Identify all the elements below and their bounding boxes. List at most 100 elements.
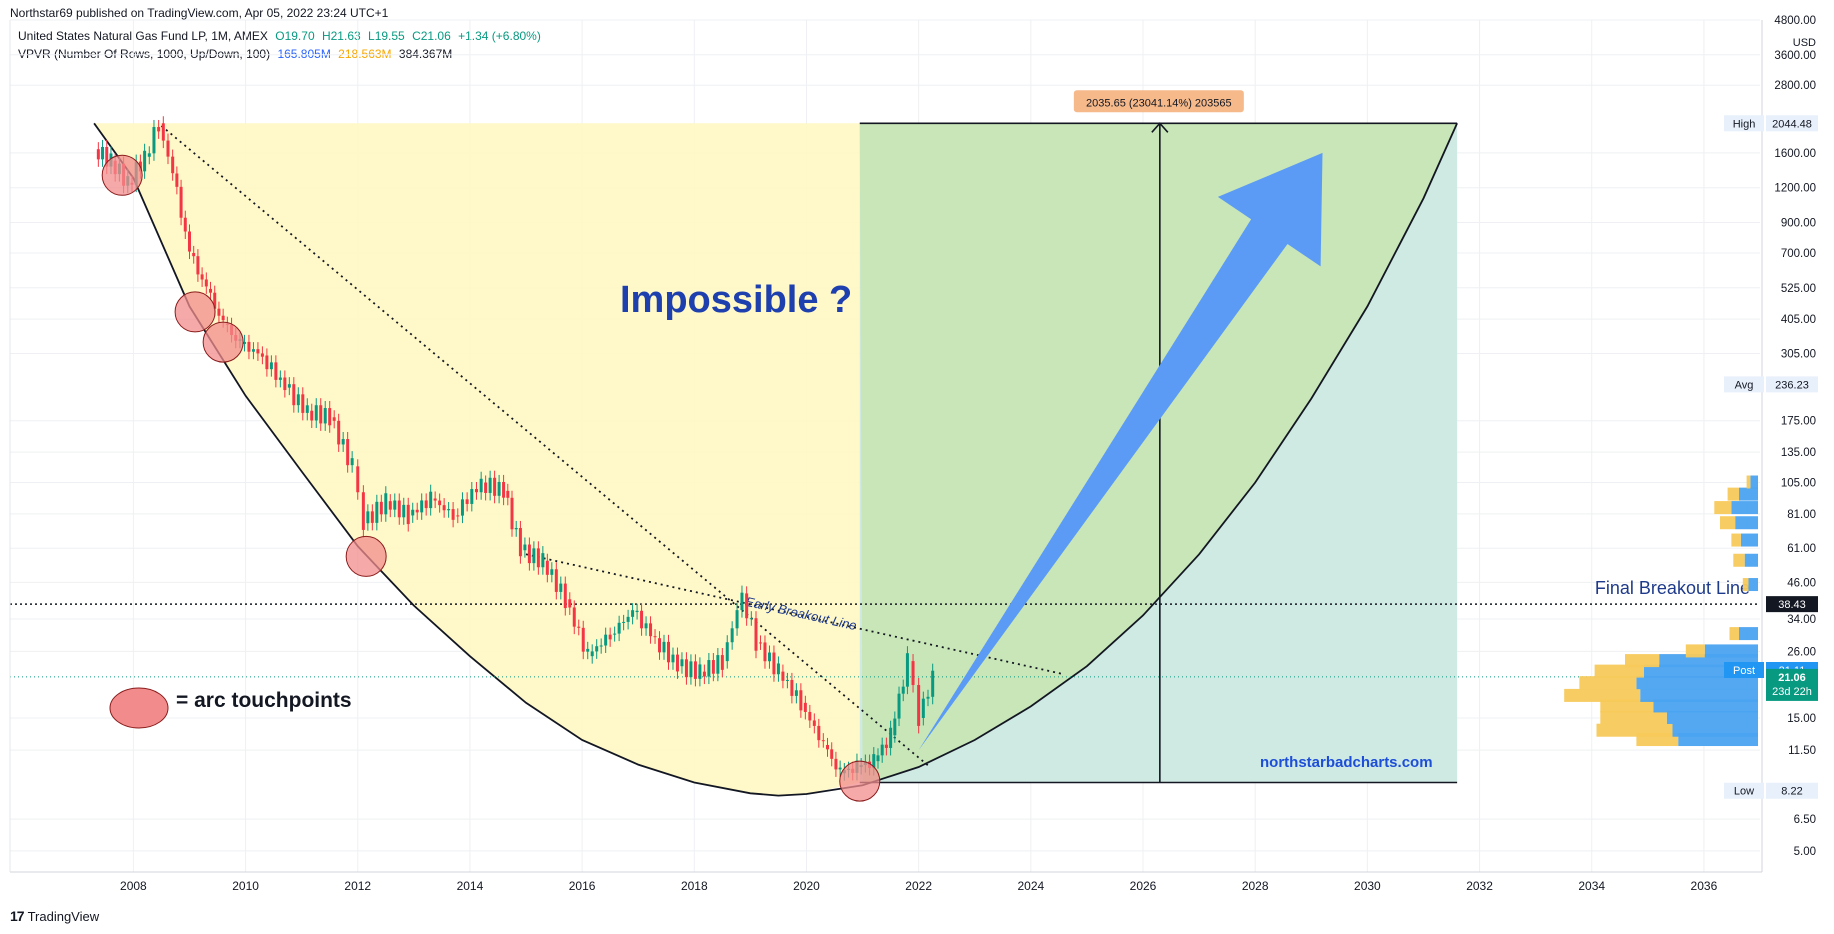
candle-body bbox=[716, 655, 720, 674]
volume-profile-down bbox=[1733, 553, 1745, 567]
candle-body bbox=[350, 458, 354, 466]
candle-body bbox=[527, 544, 531, 564]
y-tick-label: 2800.00 bbox=[1774, 80, 1816, 92]
y-tick-label: 1600.00 bbox=[1774, 148, 1816, 160]
candle-body bbox=[278, 377, 282, 380]
x-tick-label: 2022 bbox=[905, 879, 932, 893]
candle-body bbox=[213, 292, 217, 309]
legend-touch-icon bbox=[109, 687, 169, 729]
footer-brand[interactable]: 17 TradingView bbox=[10, 908, 99, 924]
volume-profile-up bbox=[1704, 644, 1758, 658]
candle-body bbox=[790, 679, 794, 696]
candle-body bbox=[161, 123, 165, 141]
candle-body bbox=[260, 353, 264, 357]
candle-body bbox=[370, 511, 374, 523]
y-tick-label: 26.00 bbox=[1787, 646, 1816, 658]
candle-body bbox=[622, 621, 626, 623]
candle-body bbox=[613, 633, 617, 635]
vpvr-down: 218.563M bbox=[338, 47, 392, 61]
candle-body bbox=[192, 252, 196, 257]
candle-body bbox=[649, 623, 653, 637]
candle-body bbox=[577, 626, 581, 628]
candle-body bbox=[658, 638, 662, 653]
candle-body bbox=[456, 515, 460, 517]
candle-body bbox=[183, 217, 187, 232]
candle-body bbox=[803, 702, 807, 712]
candle-body bbox=[319, 405, 323, 424]
target-arrow bbox=[918, 152, 1323, 751]
candle-body bbox=[209, 288, 213, 293]
volume-profile-down bbox=[1729, 627, 1739, 641]
candle-body bbox=[767, 652, 771, 662]
symbol-legend[interactable]: United States Natural Gas Fund LP, 1M, A… bbox=[18, 29, 545, 43]
x-tick-label: 2008 bbox=[120, 879, 147, 893]
candle-body bbox=[740, 592, 744, 611]
candle-body bbox=[242, 341, 246, 344]
vpvr-legend[interactable]: VPVR (Number Of Rows, 1000, Up/Down, 100… bbox=[18, 47, 456, 61]
candle-body bbox=[310, 410, 314, 421]
high-tag-bg bbox=[1724, 115, 1764, 132]
y-tick-label: 5.00 bbox=[1794, 846, 1816, 858]
y-tick-label: 11.50 bbox=[1788, 745, 1816, 757]
candle-body bbox=[251, 349, 255, 352]
candle-body bbox=[893, 718, 897, 736]
post-tag-label: Post bbox=[1733, 665, 1755, 677]
volume-profile-down bbox=[1742, 578, 1749, 592]
published-header: Northstar69 published on TradingView.com… bbox=[10, 6, 389, 20]
final-breakout-label: Final Breakout Line bbox=[1595, 578, 1750, 598]
candle-body bbox=[328, 408, 332, 426]
candle-body bbox=[876, 755, 880, 762]
candle-body bbox=[698, 664, 702, 679]
x-tick-label: 2026 bbox=[1130, 879, 1157, 893]
volume-profile-down bbox=[1594, 664, 1644, 678]
touchpoint-marker bbox=[345, 535, 387, 577]
candle-body bbox=[754, 618, 758, 651]
candle-body bbox=[479, 478, 483, 493]
x-tick-label: 2016 bbox=[569, 879, 596, 893]
measure-label-bg bbox=[1073, 90, 1244, 113]
volume-profile-up bbox=[1735, 516, 1758, 530]
candle-body bbox=[296, 394, 300, 406]
candle-body bbox=[265, 355, 269, 370]
candle-body bbox=[143, 150, 147, 172]
candle-body bbox=[772, 652, 776, 675]
candle-body bbox=[541, 553, 545, 568]
volume-profile-up bbox=[1739, 487, 1758, 501]
candle-body bbox=[424, 500, 428, 509]
candle-body bbox=[465, 499, 469, 504]
candle-body bbox=[554, 569, 558, 592]
vpvr-total: 384.367M bbox=[398, 47, 453, 61]
candle-body bbox=[776, 663, 780, 675]
high-value-bg bbox=[1766, 115, 1818, 132]
candle-body bbox=[785, 679, 789, 681]
candle-body bbox=[147, 153, 151, 157]
vpvr-up: 165.805M bbox=[277, 47, 331, 61]
candle-body bbox=[171, 156, 175, 174]
candle-body bbox=[523, 544, 527, 551]
ohlc-close: C21.06 bbox=[412, 29, 451, 43]
downtrend-line bbox=[160, 125, 931, 768]
tradingview-logo-icon: 17 bbox=[10, 908, 25, 924]
x-tick-label: 2032 bbox=[1466, 879, 1493, 893]
volume-profile-down bbox=[1746, 475, 1751, 489]
candle-body bbox=[518, 527, 522, 557]
candle-body bbox=[590, 651, 594, 657]
volume-profile-up bbox=[1739, 627, 1758, 641]
candle-body bbox=[889, 727, 893, 748]
candle-body bbox=[644, 623, 648, 629]
volume-profile-down bbox=[1720, 516, 1736, 530]
candle-body bbox=[366, 511, 370, 524]
candle-body bbox=[635, 610, 639, 613]
x-tick-label: 2014 bbox=[457, 879, 484, 893]
candle-body bbox=[506, 490, 510, 498]
ohlc-change: +1.34 (+6.80%) bbox=[458, 29, 541, 43]
candle-body bbox=[433, 498, 437, 501]
candle-body bbox=[911, 661, 915, 686]
y-tick-label: 900.00 bbox=[1781, 218, 1816, 230]
candle-body bbox=[872, 754, 876, 768]
candle-body bbox=[834, 758, 838, 770]
candle-body bbox=[200, 274, 204, 280]
candle-body bbox=[204, 279, 208, 287]
ohlc-low: L19.55 bbox=[368, 29, 405, 43]
